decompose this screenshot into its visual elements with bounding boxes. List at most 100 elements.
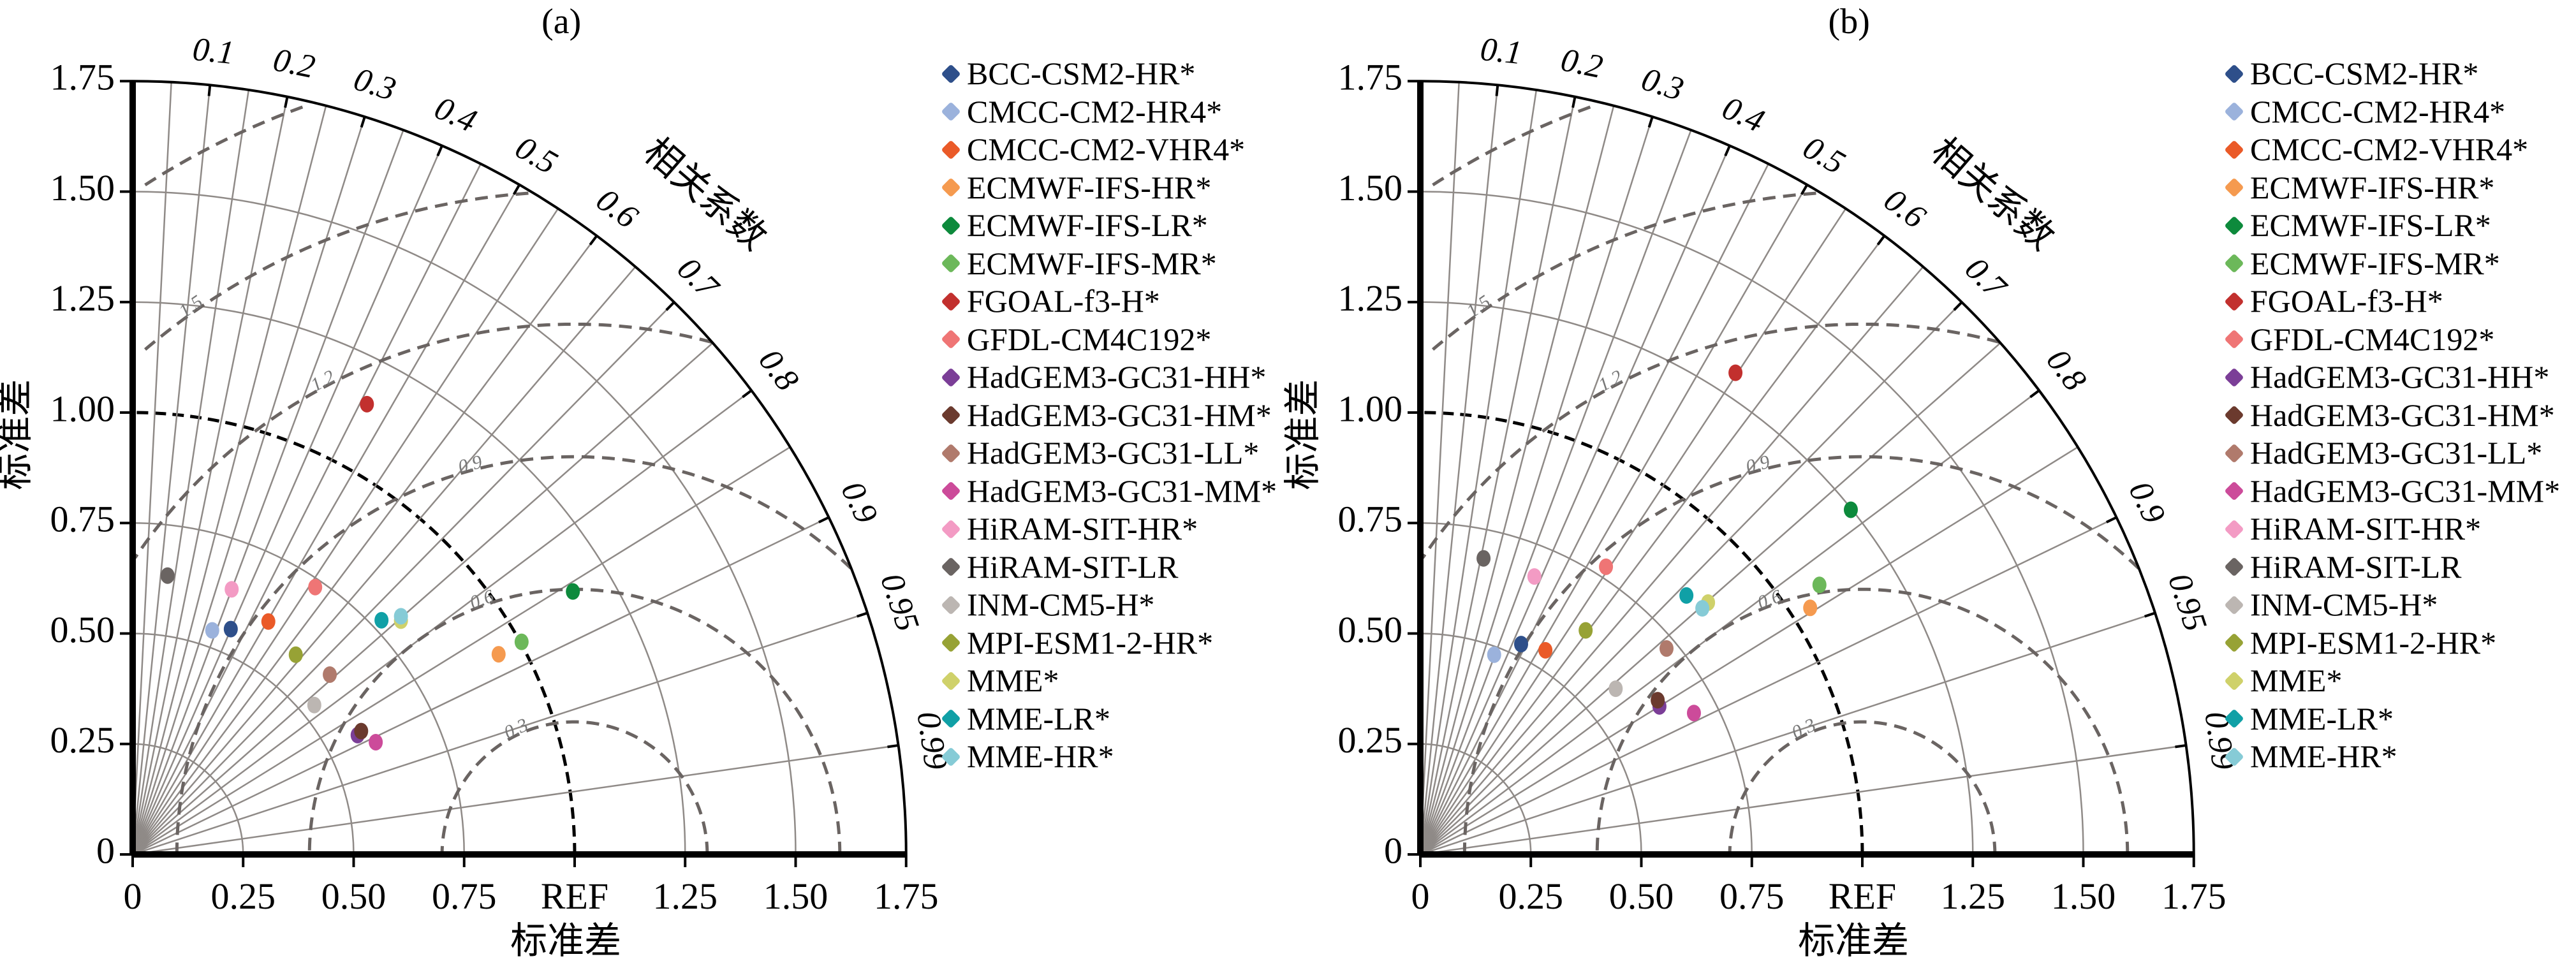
rms-contour — [1421, 322, 2000, 559]
legend-item: GFDL-CM4C192* — [941, 321, 1277, 359]
correlation-tick — [665, 301, 675, 311]
correlation-tick — [207, 85, 212, 96]
legend-item: HadGEM3-GC31-MM* — [941, 472, 1277, 511]
legend-label: CMCC-CM2-HR4* — [967, 93, 1223, 129]
correlation-axis-title: 相关系数 — [1924, 130, 2063, 258]
x-tick-label: 0 — [1411, 875, 1430, 917]
x-tick-label: REF — [1829, 875, 1896, 917]
data-point-mme-lr — [1679, 587, 1694, 604]
rms-contour — [1728, 720, 1997, 855]
y-tick-label: 1.00 — [50, 388, 115, 429]
legend-label: MME-LR* — [2250, 700, 2394, 736]
std-grid-arc — [1420, 633, 1642, 855]
correlation-tick-label: 0.3 — [1637, 61, 1688, 108]
correlation-grid-line — [1419, 163, 1769, 855]
rms-contour-label: 1.2 — [1595, 366, 1626, 396]
rms-contour-label: 1.5 — [1462, 291, 1494, 322]
correlation-tick-label: 0.8 — [2039, 342, 2093, 397]
legend-item: ECMWF-IFS-HR* — [2224, 169, 2560, 207]
legend-item: HadGEM3-GC31-MM* — [2224, 472, 2560, 511]
legend-label: FGOAL-f3-H* — [967, 283, 1160, 319]
std-grid-arc — [1420, 191, 2084, 855]
legend-label: CMCC-CM2-VHR4* — [967, 131, 1246, 167]
correlation-tick — [1724, 145, 1731, 157]
x-tick-label: 1.25 — [1941, 875, 2006, 917]
correlation-tick — [360, 116, 366, 128]
y-tick-label: 0 — [96, 830, 115, 871]
legend-item: HiRAM-SIT-LR — [941, 548, 1277, 587]
reference-std-arc — [132, 411, 577, 855]
correlation-grid-line — [132, 235, 598, 855]
correlation-tick — [857, 611, 868, 618]
data-point-bcc-csm2-hr — [223, 620, 238, 638]
taylor-panel-a: 0.30.60.91.21.50.1 0.2 0.30.40.50.60.70.80… — [0, 2, 954, 959]
legend-item: MPI-ESM1-2-HR* — [941, 624, 1277, 663]
legend-marker-icon — [2224, 671, 2244, 691]
x-tick-label: 0.25 — [1499, 875, 1564, 917]
correlation-axis-title: 相关系数 — [636, 130, 775, 258]
correlation-grid-line — [1419, 208, 1847, 855]
std-grid-arc — [132, 743, 244, 855]
data-point-fgoal-f3-h — [1728, 364, 1743, 381]
correlation-tick-label: 0.6 — [1877, 182, 1932, 236]
data-point-hadgem3-gc31-mm — [369, 733, 383, 750]
legend-item: FGOAL-f3-H* — [2224, 282, 2560, 321]
legend-item: GFDL-CM4C192* — [2224, 321, 2560, 359]
correlation-grid-line — [1419, 116, 1654, 855]
correlation-grid-line — [1420, 446, 2079, 856]
correlation-tick-label: 0.8 — [751, 342, 806, 397]
correlation-grid-line — [1419, 145, 1731, 855]
legend-marker-icon — [941, 747, 961, 767]
correlation-tick — [742, 389, 753, 399]
correlation-tick-label: 0.7 — [670, 251, 726, 307]
legend-label: CMCC-CM2-HR4* — [2250, 93, 2506, 129]
y-tick-label: 1.50 — [50, 167, 115, 209]
correlation-grid-line — [131, 129, 404, 855]
y-axis-title: 标准差 — [0, 379, 36, 490]
data-point-inm-cm5-h — [307, 696, 321, 714]
correlation-tick-label: 0.5 — [510, 129, 564, 182]
data-point-hadgem3-gc31-ll — [1660, 640, 1674, 657]
data-point-hadgem3-gc31-ll — [323, 666, 337, 683]
legend-marker-icon — [2224, 101, 2244, 122]
legend-label: MME-HR* — [967, 738, 1114, 774]
correlation-tick — [2106, 516, 2117, 523]
legend-marker-icon — [2224, 405, 2244, 425]
legend-marker-icon — [941, 405, 961, 425]
legend-label: ECMWF-IFS-MR* — [967, 245, 1217, 281]
x-tick-label: 0 — [124, 875, 142, 917]
x-tick-label: 0.75 — [432, 875, 497, 917]
rms-contour — [140, 105, 304, 189]
legend-label: INM-CM5-H* — [2250, 587, 2438, 622]
x-axis-title: 标准差 — [510, 920, 621, 959]
y-tick-label: 0.25 — [50, 719, 115, 761]
legend-label: HadGEM3-GC31-MM* — [967, 472, 1277, 509]
std-grid-arc — [1420, 522, 1753, 855]
legend-marker-icon — [2224, 216, 2244, 236]
legend-marker-icon — [2224, 443, 2244, 464]
y-tick-label: 1.25 — [50, 277, 115, 319]
y-tick-label: 1.50 — [1338, 167, 1403, 209]
legend-marker-icon — [2224, 481, 2244, 501]
correlation-grid-line — [132, 390, 752, 855]
correlation-tick-label: 0.95 — [873, 569, 926, 636]
data-point-hadgem3-gc31-hm — [354, 722, 369, 740]
legend-item: INM-CM5-H* — [2224, 586, 2560, 624]
y-tick-label: 1.25 — [1338, 277, 1403, 319]
legend-item: HiRAM-SIT-LR — [2224, 548, 2560, 587]
correlation-tick — [1571, 96, 1577, 108]
legend-label: INM-CM5-H* — [967, 587, 1155, 622]
correlation-grid-line — [1420, 266, 1924, 855]
legend-marker-icon — [2224, 747, 2244, 767]
correlation-tick — [1800, 184, 1809, 195]
legend-marker-icon — [2224, 367, 2244, 388]
legend-item: MME-HR* — [941, 738, 1277, 776]
correlation-tick — [2175, 743, 2186, 749]
data-point-hadgem3-gc31-hm — [1651, 692, 1665, 709]
legend-marker-icon — [941, 557, 961, 577]
data-point-ecmwf-ifs-mr — [514, 633, 529, 650]
legend-label: HadGEM3-GC31-HH* — [2250, 359, 2550, 395]
legend-label: MPI-ESM1-2-HR* — [967, 624, 1214, 661]
correlation-tick-label: 0.9 — [2121, 476, 2172, 529]
legend-item: HadGEM3-GC31-HM* — [2224, 397, 2560, 435]
